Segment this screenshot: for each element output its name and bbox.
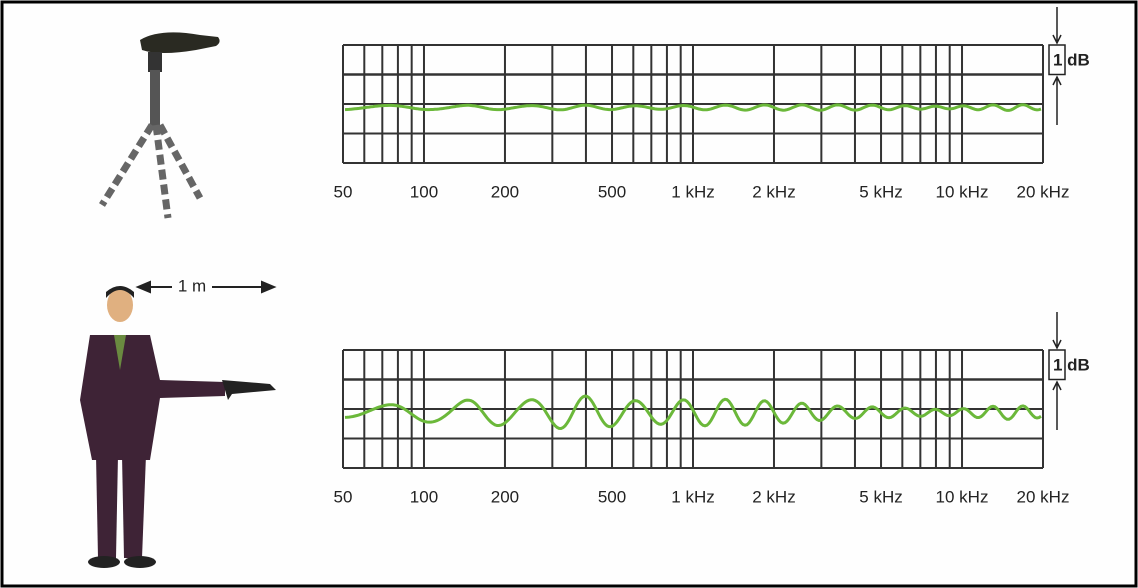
scale-bracket <box>1048 44 1066 76</box>
distance-arrow <box>135 280 277 294</box>
scale-arrow <box>1052 312 1062 350</box>
x-label: 200 <box>491 182 519 201</box>
tripod-microphone <box>99 32 220 219</box>
scale-arrow <box>1052 75 1062 125</box>
x-label: 50 <box>334 487 353 506</box>
scale-bracket <box>1048 349 1066 381</box>
x-label: 1 kHz <box>671 487 714 506</box>
x-label: 10 kHz <box>936 487 989 506</box>
x-label: 200 <box>491 487 519 506</box>
x-label: 50 <box>334 182 353 201</box>
x-label: 2 kHz <box>752 487 795 506</box>
x-label: 100 <box>410 487 438 506</box>
x-label: 5 kHz <box>859 487 902 506</box>
scale-label: 1 dB <box>1053 355 1090 374</box>
scale-arrow <box>1052 380 1062 430</box>
response-curve <box>344 394 1042 431</box>
x-label: 500 <box>598 487 626 506</box>
person <box>80 286 276 568</box>
x-label: 5 kHz <box>859 182 902 201</box>
scale-label: 1 dB <box>1053 50 1090 69</box>
x-label: 20 kHz <box>1017 182 1070 201</box>
response-curve <box>344 103 1042 112</box>
x-label: 10 kHz <box>936 182 989 201</box>
x-label: 1 kHz <box>671 182 714 201</box>
x-label: 20 kHz <box>1017 487 1070 506</box>
distance-label: 1 m <box>178 276 206 295</box>
x-label: 100 <box>410 182 438 201</box>
x-label: 2 kHz <box>752 182 795 201</box>
scale-arrow <box>1052 7 1062 45</box>
x-label: 500 <box>598 182 626 201</box>
